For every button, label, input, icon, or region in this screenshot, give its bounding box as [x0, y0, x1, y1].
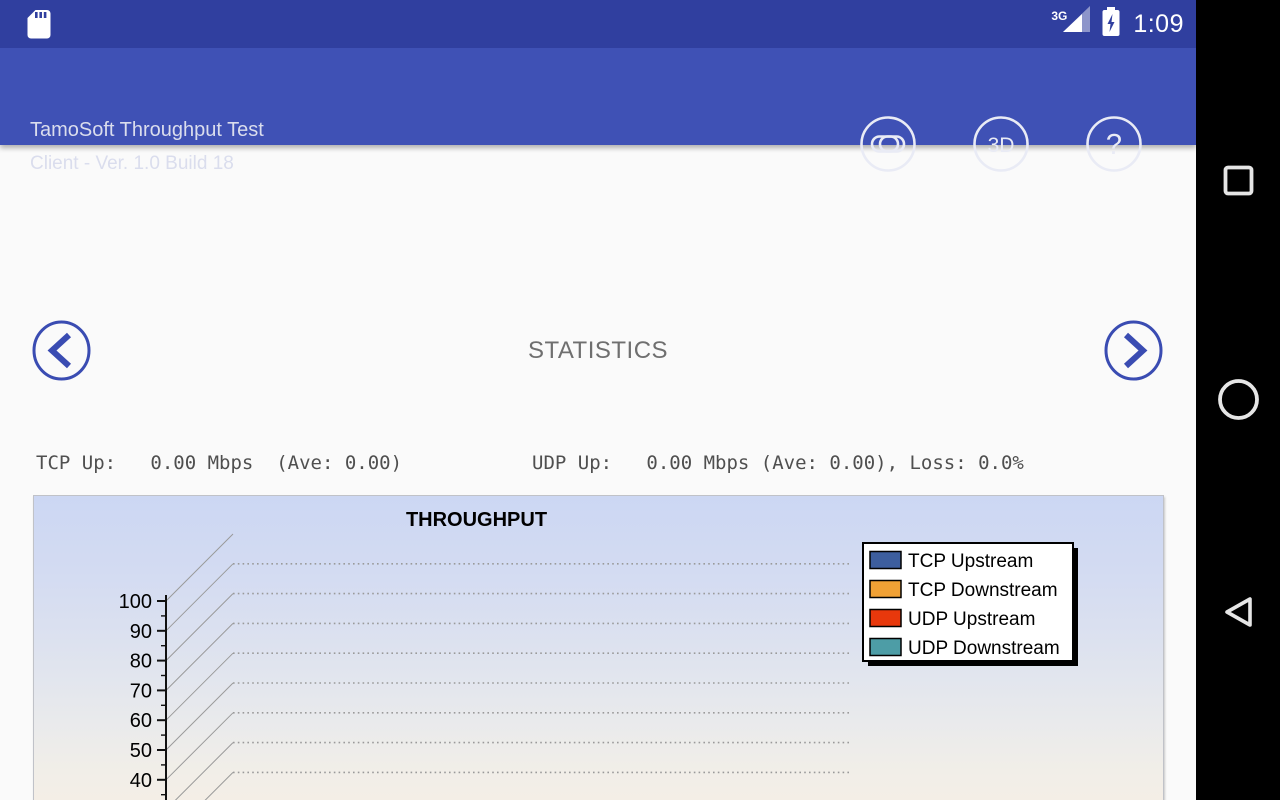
legend-swatch: [869, 579, 902, 599]
battery-charging-icon: [1100, 5, 1122, 43]
android-nav-bar: [1196, 0, 1280, 800]
y-axis-label: 70: [130, 680, 152, 702]
triangle-back-icon: [1225, 597, 1252, 627]
y-axis-label: 50: [130, 740, 152, 762]
app-bar: TamoSoft Throughput Test Client - Ver. 1…: [0, 48, 1196, 174]
status-bar: 3G 1:09: [0, 0, 1196, 48]
3d-label: 3D: [988, 134, 1015, 157]
y-axis-label: 90: [130, 621, 152, 643]
main-content: STATISTICS TCP Up: 0.00 Mbps (Ave: 0.00)…: [0, 145, 1196, 800]
chevron-right-icon: [1123, 332, 1148, 369]
y-axis-label: 60: [130, 710, 152, 732]
y-axis-label: 100: [119, 591, 152, 613]
next-page-button[interactable]: [1104, 320, 1163, 386]
y-axis-label: 40: [130, 770, 152, 792]
legend-swatch: [869, 637, 902, 657]
square-icon: [1223, 165, 1254, 196]
home-button[interactable]: [1216, 377, 1261, 427]
back-button[interactable]: [1221, 595, 1255, 634]
signal-icon: 3G: [1051, 6, 1091, 40]
chart-title: THROUGHPUT: [406, 509, 547, 531]
link-button[interactable]: [859, 115, 917, 173]
circle-icon: [1218, 379, 1259, 420]
throughput-chart: THROUGHPUT0102030405060708090100TCP Upst…: [33, 495, 1164, 800]
clock: 1:09: [1133, 9, 1184, 38]
legend-label: TCP Upstream: [908, 551, 1033, 572]
network-type-label: 3G: [1051, 9, 1068, 23]
udp-up-line: UDP Up: 0.00 Mbps (Ave: 0.00), Loss: 0.0…: [532, 452, 1024, 474]
sd-card-icon: [26, 8, 52, 46]
legend-label: UDP Upstream: [908, 609, 1035, 630]
help-button[interactable]: ?: [1085, 115, 1143, 173]
y-axis-label: 80: [130, 651, 152, 673]
chain-link-icon: [870, 135, 906, 153]
legend-label: UDP Downstream: [908, 638, 1060, 659]
tcp-up-line: TCP Up: 0.00 Mbps (Ave: 0.00): [36, 452, 403, 474]
3d-view-button[interactable]: 3D: [972, 115, 1030, 173]
legend-label: TCP Downstream: [908, 580, 1058, 601]
page-title: STATISTICS: [527, 337, 669, 364]
previous-page-button[interactable]: [32, 320, 91, 386]
legend-swatch: [869, 550, 902, 570]
throughput-chart-svg: THROUGHPUT0102030405060708090100TCP Upst…: [119, 509, 1078, 800]
recents-button[interactable]: [1222, 164, 1255, 202]
legend-swatch: [869, 608, 902, 628]
app-title: TamoSoft Throughput Test: [30, 119, 264, 141]
question-mark-icon: ?: [1106, 129, 1122, 161]
app-subtitle: Client - Ver. 1.0 Build 18: [30, 153, 234, 174]
chevron-left-icon: [47, 332, 72, 369]
